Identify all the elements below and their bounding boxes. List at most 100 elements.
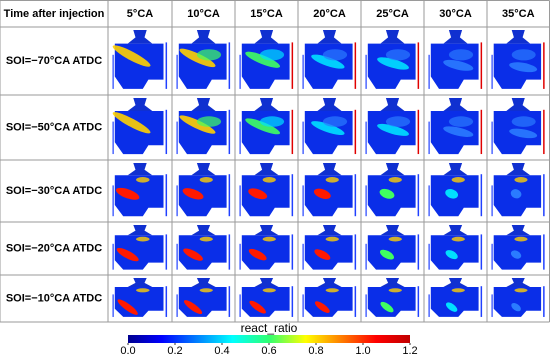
chamber xyxy=(178,235,227,270)
plume xyxy=(385,116,411,127)
plume xyxy=(179,115,216,134)
injector xyxy=(191,163,216,176)
injector xyxy=(254,30,279,44)
injector xyxy=(506,98,531,111)
plume xyxy=(179,48,216,68)
chamber xyxy=(241,287,290,317)
chamber xyxy=(114,175,164,217)
chamber xyxy=(430,287,479,317)
plume xyxy=(443,59,474,71)
plume xyxy=(262,288,276,293)
plume xyxy=(314,301,330,313)
chamber xyxy=(367,235,416,270)
figure-table: Time after injection 5°CA 10°CA 15°CA 20°CA 2… xyxy=(0,0,550,323)
plume xyxy=(451,236,465,242)
plume xyxy=(510,250,522,259)
colorbar-tick-label: 0.0 xyxy=(120,345,135,357)
injector xyxy=(254,163,279,176)
injector xyxy=(317,278,342,287)
chamber xyxy=(367,287,416,317)
plume xyxy=(445,250,458,260)
chamber xyxy=(304,287,353,317)
plume xyxy=(311,121,345,136)
plume xyxy=(248,188,268,200)
plume xyxy=(262,236,276,242)
plume xyxy=(325,288,339,293)
plume xyxy=(379,188,395,199)
injector xyxy=(127,30,153,44)
cfd-frame xyxy=(239,30,294,89)
injector xyxy=(317,30,342,44)
plume xyxy=(116,247,139,262)
plume xyxy=(388,236,402,242)
injector xyxy=(506,225,531,236)
plume xyxy=(511,49,536,61)
plume xyxy=(183,300,203,315)
plume xyxy=(136,177,150,183)
injector xyxy=(506,163,531,176)
plume xyxy=(325,236,339,242)
chamber xyxy=(493,287,542,317)
injector xyxy=(380,225,405,236)
row-label: SOI=−70°CA ATDC xyxy=(6,55,102,67)
injector xyxy=(506,30,531,44)
injector xyxy=(443,278,468,287)
injector xyxy=(380,163,405,176)
injector xyxy=(191,30,216,44)
colorbar-tick-label: 0.8 xyxy=(308,345,323,357)
cfd-frame xyxy=(428,163,483,217)
injector xyxy=(127,163,153,176)
plume xyxy=(183,248,203,261)
injector xyxy=(443,163,468,176)
plume xyxy=(385,49,411,61)
cfd-frame xyxy=(491,278,545,317)
injector xyxy=(317,98,342,111)
cfd-frame xyxy=(239,163,294,217)
cfd-frame xyxy=(302,163,357,217)
cfd-frame xyxy=(176,30,231,89)
plume xyxy=(325,177,339,183)
injector xyxy=(191,278,216,287)
injector xyxy=(127,225,153,236)
plume xyxy=(248,248,267,261)
plume xyxy=(514,288,528,293)
header-cell: 30°CA xyxy=(439,8,472,20)
colorbar-tick-label: 0.2 xyxy=(167,345,182,357)
colorbar-label: react_ratio xyxy=(241,321,298,335)
plume xyxy=(377,57,409,70)
plume xyxy=(199,288,213,293)
row-label: SOI=−30°CA ATDC xyxy=(6,185,102,197)
row-label: SOI=−10°CA ATDC xyxy=(6,292,102,304)
colorbar-tick-label: 1.2 xyxy=(402,345,417,357)
header-cell: 15°CA xyxy=(250,8,283,20)
injector xyxy=(506,278,531,287)
plume xyxy=(259,116,285,127)
plume xyxy=(514,236,528,242)
plume xyxy=(388,177,402,183)
injector xyxy=(317,163,342,176)
plume xyxy=(509,128,538,139)
plume xyxy=(448,116,474,127)
plume xyxy=(445,302,458,312)
plume xyxy=(196,116,222,127)
plume xyxy=(311,54,345,69)
cfd-frame xyxy=(302,225,357,270)
cfd-frame xyxy=(302,30,357,89)
injector xyxy=(443,98,468,111)
cfd-frame xyxy=(365,98,420,155)
plume xyxy=(112,45,151,67)
plume xyxy=(511,116,536,127)
plume xyxy=(322,116,348,127)
cfd-frame xyxy=(176,163,231,217)
cfd-frame xyxy=(112,278,168,317)
cfd-frame xyxy=(365,163,420,217)
plume xyxy=(380,301,394,313)
row-label: SOI=−20°CA ATDC xyxy=(6,242,102,254)
plume xyxy=(445,189,459,199)
plume xyxy=(511,302,521,312)
injector xyxy=(254,98,279,111)
plume xyxy=(245,118,281,135)
cfd-frame xyxy=(428,278,483,317)
plume xyxy=(509,62,538,73)
